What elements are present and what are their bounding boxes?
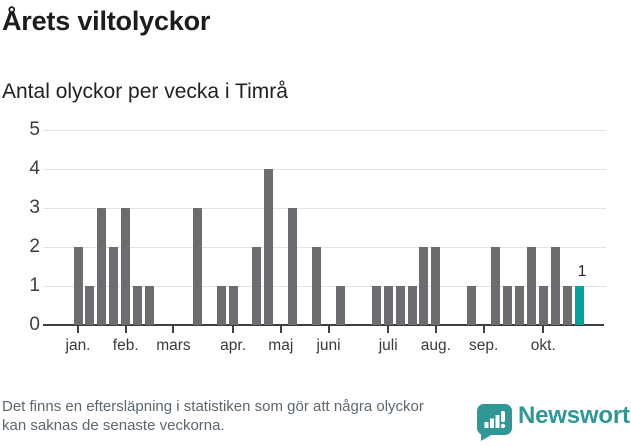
- bar-week-43-highlight: [574, 286, 584, 325]
- x-axis-label-feb: feb.: [112, 337, 139, 354]
- bar-week-13: [216, 286, 226, 325]
- x-axis-label-jan: jan.: [65, 337, 91, 354]
- gridline-y1: [43, 285, 606, 287]
- bar-week-16: [252, 247, 262, 325]
- x-axis-label-sep: sep.: [468, 337, 499, 354]
- bar-week-30: [419, 247, 429, 325]
- x-axis-label-juni: juni: [316, 337, 341, 354]
- y-axis-label-5: 5: [29, 119, 40, 140]
- bar-week-41: [550, 247, 560, 325]
- bar-week-28: [395, 286, 405, 325]
- x-tick-okt: [542, 326, 545, 333]
- bar-week-6: [133, 286, 143, 325]
- y-axis-label-0: 0: [29, 314, 40, 335]
- newsworthy-bubble-chart-icon: [477, 404, 513, 447]
- y-axis-label-1: 1: [29, 275, 40, 296]
- x-tick-feb: [124, 326, 127, 333]
- bar-week-1: [73, 247, 83, 325]
- x-axis-label-maj: maj: [268, 337, 294, 354]
- bar-week-14: [228, 286, 238, 325]
- y-axis-label-2: 2: [29, 236, 40, 257]
- bar-week-40: [538, 286, 548, 325]
- bar-week-42: [562, 286, 572, 325]
- y-axis-label-3: 3: [29, 197, 40, 218]
- bar-week-31: [431, 247, 441, 325]
- bar-week-37: [502, 286, 512, 325]
- x-tick-sep: [482, 326, 485, 333]
- x-axis-label-aug: aug.: [420, 337, 451, 354]
- x-tick-apr: [232, 326, 235, 333]
- bar-week-11: [192, 208, 202, 325]
- bar-week-38: [514, 286, 524, 325]
- gridline-y5: [43, 129, 606, 131]
- bar-week-29: [407, 286, 417, 325]
- last-bar-value-label: 1: [577, 263, 587, 280]
- gridline-y4: [43, 168, 606, 170]
- y-axis-label-4: 4: [29, 158, 40, 179]
- bar-week-7: [145, 286, 155, 325]
- bar-week-3: [97, 208, 107, 325]
- x-tick-mars: [172, 326, 175, 333]
- x-axis-label-okt: okt.: [530, 337, 556, 354]
- x-tick-juni: [327, 326, 330, 333]
- x-axis-line: [43, 324, 604, 326]
- x-tick-jan: [77, 326, 79, 333]
- x-tick-aug: [434, 326, 437, 333]
- bar-week-2: [85, 286, 95, 325]
- x-axis-label-apr: apr.: [220, 337, 246, 354]
- bar-week-4: [109, 247, 119, 325]
- gridline-y3: [43, 207, 606, 209]
- x-tick-maj: [279, 326, 282, 333]
- bar-week-34: [467, 286, 477, 325]
- bar-week-19: [288, 208, 298, 325]
- newsworthy-logo: Newsworthy: [477, 399, 631, 441]
- bar-week-26: [371, 286, 381, 325]
- bar-week-39: [526, 247, 536, 325]
- chart-subtitle: Antal olyckor per vecka i Timrå: [2, 80, 288, 103]
- newsworthy-wordmark: Newsworthy: [518, 402, 631, 429]
- gridline-y2: [43, 246, 606, 248]
- bar-week-5: [121, 208, 131, 325]
- bar-week-23: [335, 286, 345, 325]
- x-tick-juli: [387, 326, 390, 333]
- footer-note: Det finns en eftersläpning i statistiken…: [2, 398, 424, 434]
- x-axis-label-mars: mars: [156, 337, 191, 354]
- bar-week-27: [383, 286, 393, 325]
- x-axis-label-juli: juli: [378, 337, 398, 354]
- bar-week-36: [491, 247, 501, 325]
- bar-week-21: [312, 247, 322, 325]
- bar-week-17: [264, 169, 274, 325]
- page-title: Årets viltolyckor: [2, 6, 211, 36]
